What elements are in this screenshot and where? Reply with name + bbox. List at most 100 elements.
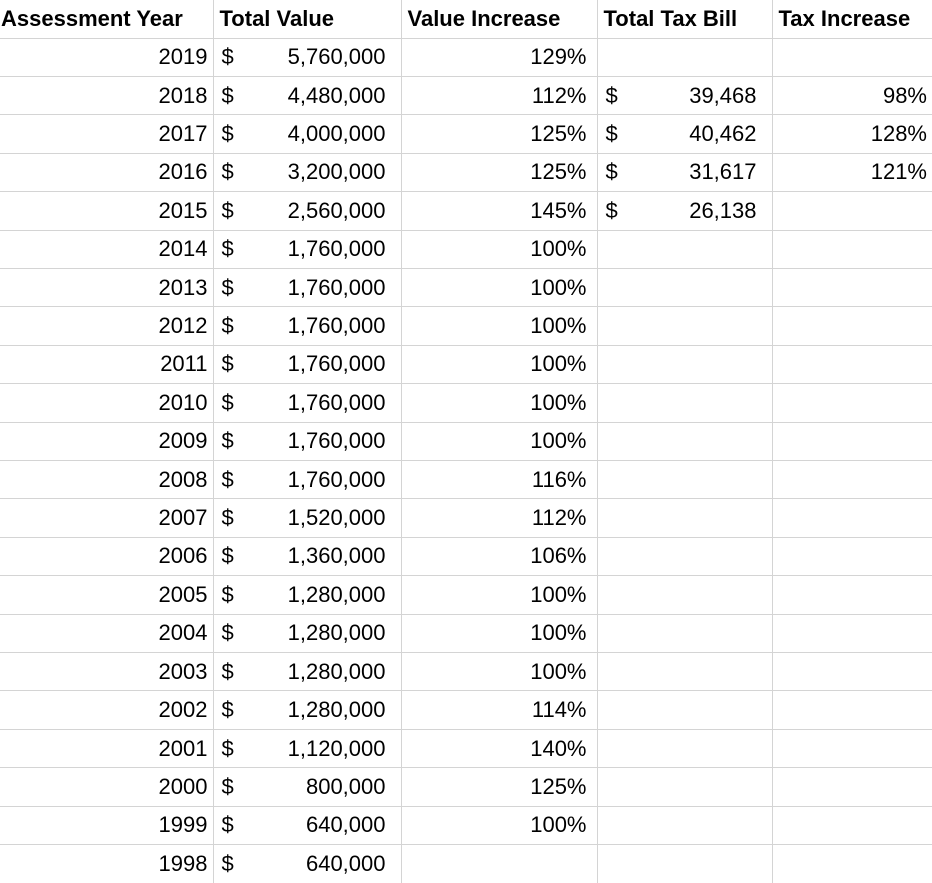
cell-assessment-year[interactable]: 2001: [0, 728, 214, 769]
cell-tax-increase[interactable]: [771, 37, 932, 77]
cell-total-tax-bill[interactable]: [596, 459, 773, 500]
cell-assessment-year[interactable]: 2019: [0, 37, 214, 77]
cell-tax-increase[interactable]: [771, 344, 932, 385]
cell-total-value[interactable]: $1,760,000: [212, 267, 402, 308]
cell-tax-increase[interactable]: 98%: [771, 75, 932, 116]
cell-total-value[interactable]: $1,280,000: [212, 613, 402, 654]
header-value-increase[interactable]: Value Increase: [400, 0, 598, 39]
cell-tax-increase[interactable]: [771, 767, 932, 807]
cell-assessment-year[interactable]: 2008: [0, 459, 214, 500]
cell-total-tax-bill[interactable]: [596, 498, 773, 538]
cell-tax-increase[interactable]: [771, 498, 932, 538]
cell-total-value[interactable]: $800,000: [212, 767, 402, 807]
cell-value-increase[interactable]: 100%: [400, 267, 598, 308]
cell-tax-increase[interactable]: [771, 267, 932, 308]
cell-assessment-year[interactable]: 2014: [0, 229, 214, 269]
cell-total-value[interactable]: $4,480,000: [212, 75, 402, 116]
cell-total-tax-bill[interactable]: [596, 651, 773, 692]
cell-total-tax-bill[interactable]: [596, 805, 773, 846]
cell-tax-increase[interactable]: 121%: [771, 152, 932, 193]
cell-assessment-year[interactable]: 2018: [0, 75, 214, 116]
cell-assessment-year[interactable]: 2002: [0, 690, 214, 730]
cell-tax-increase[interactable]: [771, 613, 932, 654]
cell-tax-increase[interactable]: [771, 536, 932, 577]
cell-assessment-year[interactable]: 2011: [0, 344, 214, 385]
header-total-tax-bill[interactable]: Total Tax Bill: [596, 0, 773, 39]
cell-total-tax-bill[interactable]: [596, 690, 773, 730]
cell-total-value[interactable]: $1,760,000: [212, 229, 402, 269]
cell-total-value[interactable]: $640,000: [212, 805, 402, 846]
cell-value-increase[interactable]: [400, 844, 598, 883]
cell-total-tax-bill[interactable]: [596, 229, 773, 269]
cell-tax-increase[interactable]: 128%: [771, 114, 932, 154]
header-tax-increase[interactable]: Tax Increase: [771, 0, 932, 39]
cell-total-tax-bill[interactable]: $39,468: [596, 75, 773, 116]
cell-tax-increase[interactable]: [771, 690, 932, 730]
cell-tax-increase[interactable]: [771, 728, 932, 769]
cell-value-increase[interactable]: 100%: [400, 613, 598, 654]
cell-value-increase[interactable]: 125%: [400, 114, 598, 154]
cell-tax-increase[interactable]: [771, 306, 932, 346]
cell-assessment-year[interactable]: 1998: [0, 844, 214, 883]
cell-tax-increase[interactable]: [771, 459, 932, 500]
cell-total-tax-bill[interactable]: [596, 37, 773, 77]
cell-tax-increase[interactable]: [771, 191, 932, 231]
cell-assessment-year[interactable]: 2015: [0, 191, 214, 231]
header-total-value[interactable]: Total Value: [212, 0, 402, 39]
cell-value-increase[interactable]: 125%: [400, 767, 598, 807]
cell-assessment-year[interactable]: 2010: [0, 383, 214, 423]
cell-total-value[interactable]: $1,280,000: [212, 575, 402, 615]
cell-tax-increase[interactable]: [771, 575, 932, 615]
cell-value-increase[interactable]: 112%: [400, 498, 598, 538]
cell-value-increase[interactable]: 100%: [400, 651, 598, 692]
cell-value-increase[interactable]: 100%: [400, 421, 598, 461]
cell-assessment-year[interactable]: 2013: [0, 267, 214, 308]
cell-total-value[interactable]: $4,000,000: [212, 114, 402, 154]
cell-tax-increase[interactable]: [771, 229, 932, 269]
cell-total-tax-bill[interactable]: [596, 613, 773, 654]
cell-tax-increase[interactable]: [771, 651, 932, 692]
cell-total-value[interactable]: $2,560,000: [212, 191, 402, 231]
cell-total-tax-bill[interactable]: [596, 575, 773, 615]
cell-total-value[interactable]: $3,200,000: [212, 152, 402, 193]
cell-assessment-year[interactable]: 2004: [0, 613, 214, 654]
cell-total-value[interactable]: $1,760,000: [212, 421, 402, 461]
cell-total-value[interactable]: $1,360,000: [212, 536, 402, 577]
cell-assessment-year[interactable]: 2006: [0, 536, 214, 577]
cell-assessment-year[interactable]: 2016: [0, 152, 214, 193]
cell-total-tax-bill[interactable]: [596, 767, 773, 807]
cell-total-value[interactable]: $1,280,000: [212, 690, 402, 730]
header-assessment-year[interactable]: Assessment Year: [0, 0, 214, 39]
cell-total-value[interactable]: $1,760,000: [212, 344, 402, 385]
cell-assessment-year[interactable]: 2012: [0, 306, 214, 346]
cell-assessment-year[interactable]: 2009: [0, 421, 214, 461]
cell-value-increase[interactable]: 140%: [400, 728, 598, 769]
cell-total-value[interactable]: $5,760,000: [212, 37, 402, 77]
cell-total-value[interactable]: $1,760,000: [212, 306, 402, 346]
cell-value-increase[interactable]: 100%: [400, 229, 598, 269]
cell-tax-increase[interactable]: [771, 383, 932, 423]
cell-assessment-year[interactable]: 2017: [0, 114, 214, 154]
cell-value-increase[interactable]: 116%: [400, 459, 598, 500]
cell-value-increase[interactable]: 112%: [400, 75, 598, 116]
cell-total-tax-bill[interactable]: $26,138: [596, 191, 773, 231]
cell-total-value[interactable]: $1,120,000: [212, 728, 402, 769]
cell-assessment-year[interactable]: 1999: [0, 805, 214, 846]
cell-value-increase[interactable]: 106%: [400, 536, 598, 577]
cell-assessment-year[interactable]: 2000: [0, 767, 214, 807]
cell-value-increase[interactable]: 129%: [400, 37, 598, 77]
cell-assessment-year[interactable]: 2003: [0, 651, 214, 692]
cell-total-tax-bill[interactable]: [596, 844, 773, 883]
cell-total-tax-bill[interactable]: [596, 267, 773, 308]
cell-tax-increase[interactable]: [771, 844, 932, 883]
cell-assessment-year[interactable]: 2007: [0, 498, 214, 538]
cell-value-increase[interactable]: 145%: [400, 191, 598, 231]
cell-total-value[interactable]: $1,760,000: [212, 459, 402, 500]
cell-value-increase[interactable]: 100%: [400, 306, 598, 346]
cell-assessment-year[interactable]: 2005: [0, 575, 214, 615]
cell-value-increase[interactable]: 100%: [400, 383, 598, 423]
cell-total-tax-bill[interactable]: [596, 421, 773, 461]
cell-total-tax-bill[interactable]: [596, 536, 773, 577]
cell-value-increase[interactable]: 100%: [400, 575, 598, 615]
cell-value-increase[interactable]: 100%: [400, 805, 598, 846]
